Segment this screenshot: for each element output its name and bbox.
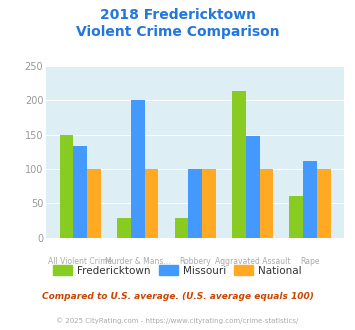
Text: Aggravated Assault: Aggravated Assault <box>215 257 290 266</box>
Text: Rape: Rape <box>300 257 320 266</box>
Bar <box>131 100 145 238</box>
Bar <box>232 91 246 238</box>
Bar <box>202 169 216 238</box>
Bar <box>60 135 73 238</box>
Text: Murder & Mans...: Murder & Mans... <box>105 257 170 266</box>
Bar <box>73 146 87 238</box>
Text: Robbery: Robbery <box>179 257 211 266</box>
Bar <box>87 169 101 238</box>
Bar <box>145 169 158 238</box>
Bar <box>189 169 202 238</box>
Bar <box>246 136 260 238</box>
Bar <box>260 169 273 238</box>
Bar <box>303 161 317 238</box>
Bar <box>117 218 131 238</box>
Text: Compared to U.S. average. (U.S. average equals 100): Compared to U.S. average. (U.S. average … <box>42 292 313 301</box>
Text: 2018 Fredericktown: 2018 Fredericktown <box>99 8 256 22</box>
Text: All Violent Crime: All Violent Crime <box>48 257 113 266</box>
Bar <box>289 196 303 238</box>
Legend: Fredericktown, Missouri, National: Fredericktown, Missouri, National <box>49 261 306 280</box>
Text: © 2025 CityRating.com - https://www.cityrating.com/crime-statistics/: © 2025 CityRating.com - https://www.city… <box>56 317 299 324</box>
Bar <box>175 218 189 238</box>
Bar <box>317 169 331 238</box>
Text: Violent Crime Comparison: Violent Crime Comparison <box>76 25 279 39</box>
